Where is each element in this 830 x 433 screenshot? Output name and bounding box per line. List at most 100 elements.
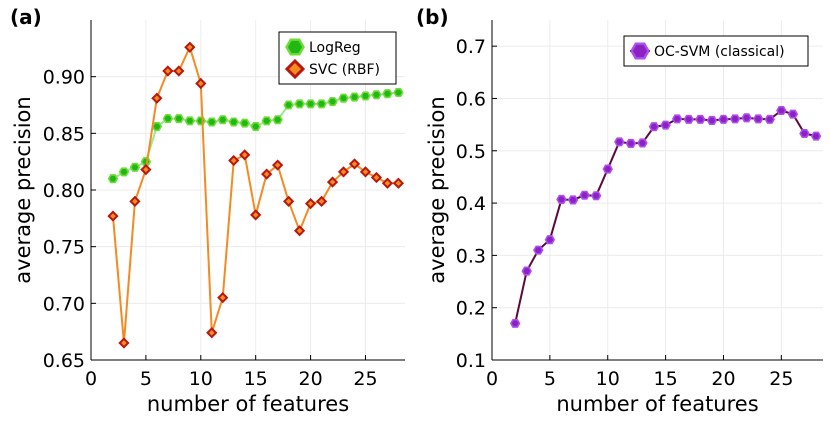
data-point bbox=[250, 209, 262, 221]
legend-marker bbox=[630, 42, 650, 60]
data-point bbox=[382, 89, 393, 99]
data-point bbox=[787, 109, 799, 119]
data-point bbox=[228, 154, 240, 167]
x-axis-label: number of features bbox=[147, 392, 349, 416]
data-point bbox=[359, 166, 372, 178]
data-point bbox=[206, 327, 218, 339]
legend-label: LogReg bbox=[309, 40, 361, 56]
y-axis-label: average precision bbox=[11, 96, 35, 283]
x-tick-label: 0 bbox=[85, 368, 97, 390]
data-point bbox=[533, 245, 544, 255]
legend-label: SVC (RBF) bbox=[309, 62, 380, 78]
data-point bbox=[195, 77, 207, 90]
legend-box bbox=[623, 35, 809, 67]
data-point bbox=[544, 235, 556, 245]
data-point bbox=[695, 114, 706, 124]
data-point bbox=[360, 91, 371, 101]
data-point bbox=[706, 115, 718, 125]
data-point bbox=[338, 93, 349, 103]
data-point bbox=[718, 114, 729, 124]
data-point bbox=[272, 115, 283, 125]
data-point bbox=[370, 171, 383, 184]
legend-label: OC-SVM (classical) bbox=[654, 44, 785, 60]
data-point bbox=[140, 163, 152, 176]
series-oc-svm-classical bbox=[509, 105, 822, 328]
x-tick-label: 5 bbox=[140, 368, 152, 390]
legend: OC-SVM (classical) bbox=[623, 35, 809, 67]
data-point bbox=[129, 162, 141, 172]
data-point bbox=[316, 99, 327, 109]
data-point bbox=[625, 138, 637, 148]
series-svc-rbf bbox=[107, 41, 405, 349]
data-point bbox=[294, 99, 305, 109]
data-point bbox=[799, 128, 810, 139]
data-point bbox=[217, 292, 229, 304]
y-tick-label: 0.85 bbox=[43, 123, 85, 145]
data-point bbox=[315, 195, 328, 207]
x-tick-label: 0 bbox=[486, 368, 498, 390]
data-point bbox=[304, 197, 317, 210]
data-point bbox=[683, 114, 694, 124]
series-logreg bbox=[107, 88, 404, 184]
data-point bbox=[348, 158, 361, 170]
y-axis-label: average precision bbox=[425, 96, 449, 283]
data-point bbox=[228, 117, 239, 127]
panel-a: 0 5 10 15 20 25 0.65 0.70 0.75 0.80 0.85 0.90 number… bbox=[10, 5, 405, 416]
data-point bbox=[173, 114, 185, 124]
data-point bbox=[381, 177, 394, 189]
y-tick-label: 0.90 bbox=[43, 67, 85, 89]
legend-marker bbox=[284, 58, 306, 80]
data-point bbox=[337, 166, 350, 178]
x-tick-label: 15 bbox=[654, 368, 678, 390]
y-tick-label: 0.4 bbox=[456, 193, 486, 215]
data-point bbox=[776, 105, 787, 116]
x-tick-label: 10 bbox=[189, 368, 213, 390]
data-point bbox=[637, 138, 648, 148]
data-point bbox=[556, 194, 567, 204]
data-point bbox=[107, 210, 119, 222]
panel-label: (b) bbox=[416, 5, 449, 29]
y-tick-label: 0.7 bbox=[456, 36, 486, 58]
data-point bbox=[349, 92, 360, 102]
data-point bbox=[752, 114, 764, 124]
panel-b: 0 5 10 15 20 25 0.1 0.2 0.3 0.4 0.5 0.6 0.7 number of… bbox=[416, 5, 823, 416]
data-point bbox=[305, 99, 316, 109]
data-point bbox=[648, 122, 660, 132]
x-tick-label: 5 bbox=[544, 368, 556, 390]
data-point bbox=[579, 190, 590, 200]
data-point bbox=[184, 41, 196, 53]
x-tick-label: 25 bbox=[769, 368, 793, 390]
data-point bbox=[261, 168, 273, 180]
y-tick-label: 0.6 bbox=[456, 88, 486, 110]
data-point bbox=[327, 97, 338, 107]
data-point bbox=[590, 191, 602, 201]
data-point bbox=[283, 100, 294, 110]
legend: LogReg SVC (RBF) bbox=[278, 31, 397, 85]
data-point bbox=[184, 116, 196, 126]
data-point bbox=[162, 114, 174, 124]
data-point bbox=[118, 167, 130, 177]
data-point bbox=[217, 115, 228, 125]
y-tick-label: 0.2 bbox=[456, 298, 486, 320]
data-point bbox=[272, 159, 284, 171]
data-point bbox=[371, 90, 382, 100]
data-point bbox=[392, 177, 405, 189]
x-tick-label: 10 bbox=[596, 368, 620, 390]
data-point bbox=[567, 195, 579, 205]
data-point bbox=[293, 225, 306, 237]
y-tick-label: 0.1 bbox=[456, 350, 486, 372]
data-point bbox=[741, 113, 752, 123]
x-tick-label: 25 bbox=[353, 368, 377, 390]
data-point bbox=[729, 114, 741, 124]
data-point bbox=[206, 117, 217, 127]
panel-label: (a) bbox=[10, 5, 42, 29]
y-tick-label: 0.65 bbox=[43, 350, 85, 372]
data-point bbox=[250, 122, 261, 132]
data-point bbox=[162, 65, 174, 77]
legend-marker bbox=[285, 38, 305, 56]
y-tick-label: 0.3 bbox=[456, 245, 486, 267]
y-tick-label: 0.75 bbox=[43, 237, 85, 259]
data-point bbox=[602, 164, 613, 174]
y-tick-label: 0.70 bbox=[43, 293, 85, 315]
